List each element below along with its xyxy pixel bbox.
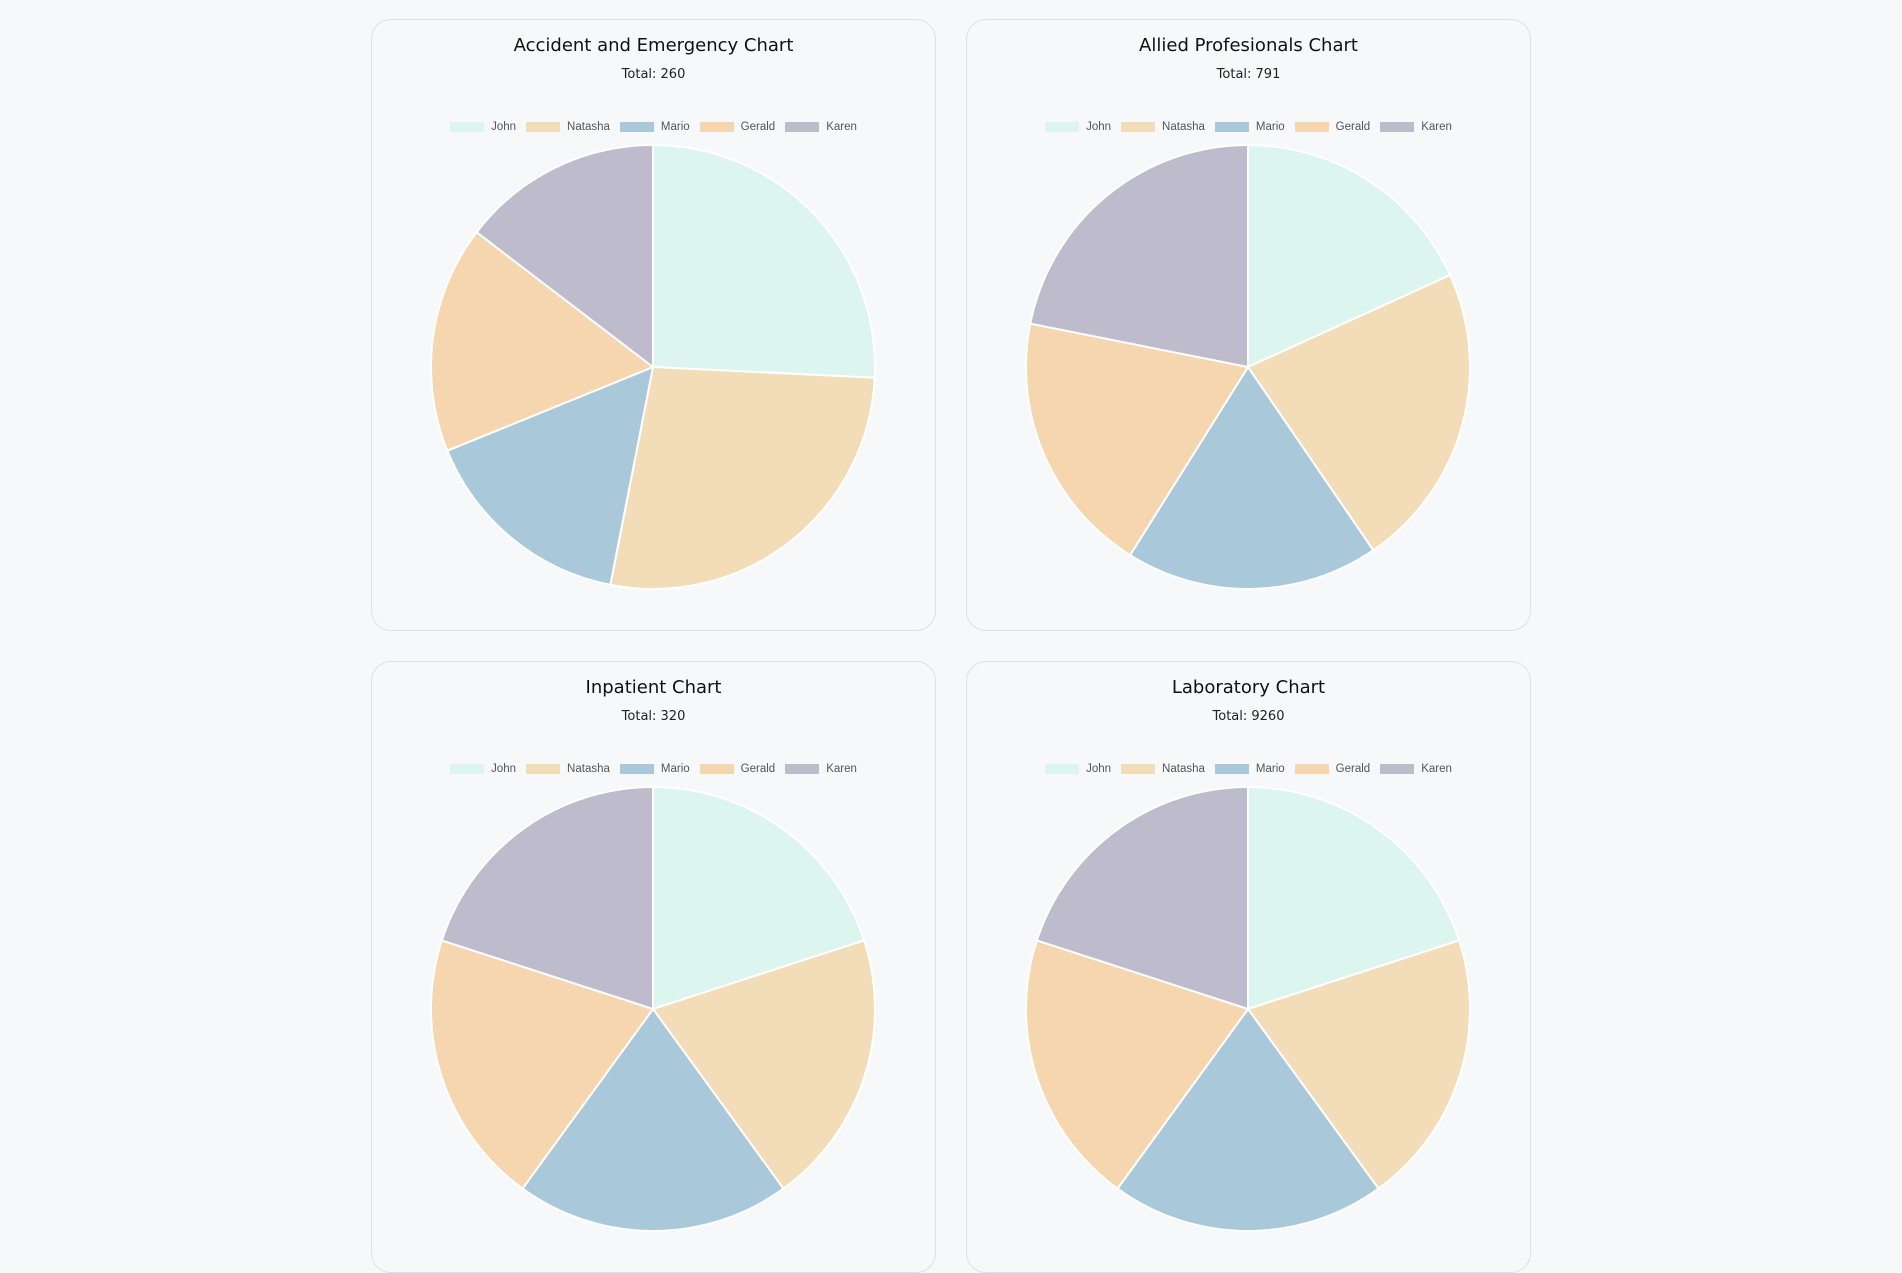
chart-legend: John Natasha Mario Gerald Karen: [372, 121, 935, 133]
legend-item-mario[interactable]: Mario: [1214, 763, 1285, 775]
legend-label: Gerald: [740, 763, 776, 775]
chart-title: Allied Profesionals Chart: [1139, 35, 1358, 56]
pie-chart: [1025, 785, 1471, 1232]
legend-label: John: [1086, 763, 1112, 775]
legend-label: Mario: [1255, 763, 1285, 775]
chart-legend: John Natasha Mario Gerald Karen: [967, 121, 1530, 133]
pie-slice-mario[interactable]: [446, 365, 655, 587]
pie-slice-gerald[interactable]: [1025, 322, 1250, 557]
legend-swatch: [619, 764, 654, 774]
legend-label: Karen: [826, 763, 857, 775]
legend-swatch: [699, 764, 734, 774]
legend-label: Mario: [1255, 121, 1285, 133]
pie-chart: [430, 785, 876, 1232]
pie-slice-natasha[interactable]: [1246, 273, 1471, 552]
legend-label: Natasha: [1162, 763, 1205, 775]
legend-item-karen[interactable]: Karen: [1380, 121, 1452, 133]
legend-item-karen[interactable]: Karen: [785, 121, 857, 133]
pie-slice-karen[interactable]: [475, 143, 654, 370]
legend-swatch: [785, 764, 820, 774]
legend-item-karen[interactable]: Karen: [1380, 763, 1452, 775]
legend-swatch: [1121, 122, 1156, 132]
chart-total: Total: 791: [1216, 67, 1281, 82]
pie-slice-natasha[interactable]: [609, 365, 876, 590]
chart-card-accident-emergency: Accident and Emergency Chart Total: 260 …: [371, 19, 936, 631]
legend-item-mario[interactable]: Mario: [619, 121, 690, 133]
legend-item-natasha[interactable]: Natasha: [1121, 763, 1205, 775]
legend-swatch: [1294, 764, 1329, 774]
pie-slice-karen[interactable]: [1029, 143, 1249, 369]
legend-swatch: [619, 122, 654, 132]
legend-label: Karen: [1421, 121, 1452, 133]
legend-label: John: [491, 763, 517, 775]
legend-item-john[interactable]: John: [1045, 763, 1111, 775]
legend-item-john[interactable]: John: [1045, 121, 1111, 133]
pie-slice-mario[interactable]: [1128, 365, 1375, 590]
legend-label: Gerald: [740, 121, 776, 133]
legend-label: Mario: [660, 121, 690, 133]
legend-swatch: [785, 122, 820, 132]
legend-item-natasha[interactable]: Natasha: [526, 763, 610, 775]
chart-legend: John Natasha Mario Gerald Karen: [372, 763, 935, 775]
legend-item-gerald[interactable]: Gerald: [699, 763, 776, 775]
legend-item-natasha[interactable]: Natasha: [1121, 121, 1205, 133]
legend-swatch: [1294, 122, 1329, 132]
legend-swatch: [1121, 764, 1156, 774]
chart-total: Total: 320: [621, 709, 686, 724]
chart-total: Total: 9260: [1212, 709, 1285, 724]
legend-swatch: [526, 764, 561, 774]
chart-legend: John Natasha Mario Gerald Karen: [967, 763, 1530, 775]
legend-swatch: [526, 122, 561, 132]
legend-swatch: [1214, 764, 1249, 774]
chart-title: Inpatient Chart: [585, 677, 722, 698]
legend-label: Karen: [826, 121, 857, 133]
legend-swatch: [1380, 122, 1415, 132]
legend-item-natasha[interactable]: Natasha: [526, 121, 610, 133]
legend-label: Karen: [1421, 763, 1452, 775]
legend-swatch: [1045, 764, 1080, 774]
legend-item-gerald[interactable]: Gerald: [1294, 121, 1371, 133]
legend-label: Natasha: [567, 763, 610, 775]
legend-label: Gerald: [1335, 121, 1371, 133]
chart-title: Laboratory Chart: [1171, 677, 1326, 698]
pie-chart: [430, 143, 876, 590]
chart-title: Accident and Emergency Chart: [513, 35, 794, 56]
chart-card-allied-profesionals: Allied Profesionals Chart Total: 791 Joh…: [966, 19, 1531, 631]
legend-item-john[interactable]: John: [450, 121, 516, 133]
legend-swatch: [1380, 764, 1415, 774]
legend-label: John: [491, 121, 517, 133]
pie-slice-john[interactable]: [652, 143, 876, 379]
legend-label: John: [1086, 121, 1112, 133]
legend-swatch: [1214, 122, 1249, 132]
legend-swatch: [450, 764, 485, 774]
chart-card-inpatient: Inpatient Chart Total: 320 John Natasha Ma…: [371, 661, 936, 1273]
legend-label: Gerald: [1335, 763, 1371, 775]
legend-item-gerald[interactable]: Gerald: [699, 121, 776, 133]
legend-item-gerald[interactable]: Gerald: [1294, 763, 1371, 775]
legend-swatch: [1045, 122, 1080, 132]
legend-item-mario[interactable]: Mario: [619, 763, 690, 775]
legend-item-mario[interactable]: Mario: [1214, 121, 1285, 133]
pie-slice-gerald[interactable]: [430, 230, 655, 453]
legend-swatch: [699, 122, 734, 132]
legend-label: Natasha: [1162, 121, 1205, 133]
chart-card-laboratory: Laboratory Chart Total: 9260 John Natasha…: [966, 661, 1531, 1273]
pie-slice-john[interactable]: [1247, 143, 1452, 369]
legend-label: Mario: [660, 763, 690, 775]
legend-item-john[interactable]: John: [450, 763, 516, 775]
pie-chart: [1025, 143, 1471, 590]
charts-grid: Accident and Emergency Chart Total: 260 …: [371, 19, 1531, 1273]
legend-label: Natasha: [567, 121, 610, 133]
chart-total: Total: 260: [621, 67, 686, 82]
legend-item-karen[interactable]: Karen: [785, 763, 857, 775]
legend-swatch: [450, 122, 485, 132]
